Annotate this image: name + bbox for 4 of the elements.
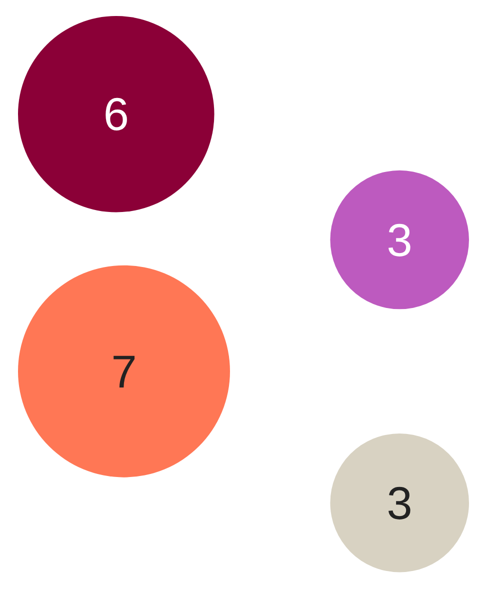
data-label: 6 [103,88,129,140]
data-label: 3 [386,476,412,529]
data-label: 7 [111,345,137,398]
data-label: 3 [386,214,412,266]
